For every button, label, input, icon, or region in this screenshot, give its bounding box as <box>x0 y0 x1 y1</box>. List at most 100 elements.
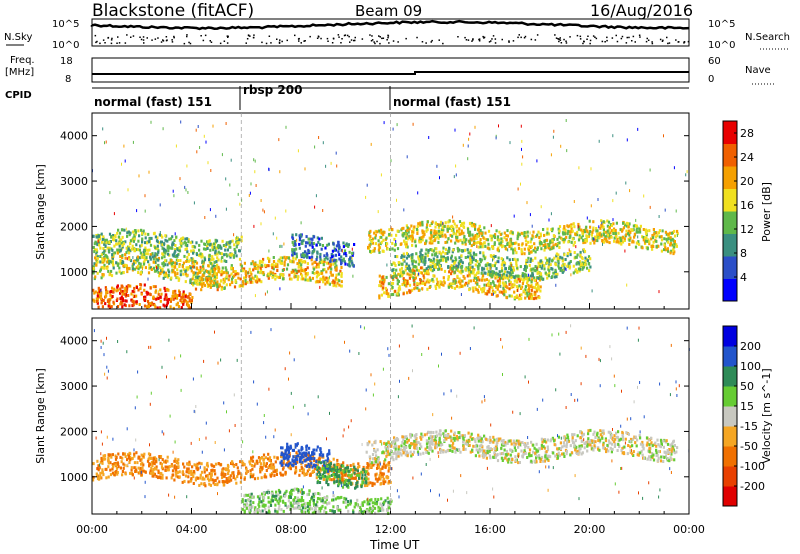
data-cell <box>566 252 569 255</box>
data-cell <box>161 252 164 256</box>
noise-cell <box>126 257 128 261</box>
nsearch-dot <box>110 39 113 41</box>
data-cell <box>220 285 224 289</box>
data-cell <box>149 243 153 247</box>
nsearch-dot <box>300 42 302 44</box>
data-cell <box>411 262 414 266</box>
data-cell <box>583 229 586 232</box>
data-cell <box>652 245 655 248</box>
data-cell <box>578 234 581 238</box>
data-cell <box>170 264 174 268</box>
data-cell <box>354 484 358 487</box>
noise-cell <box>220 257 222 261</box>
noise-cell <box>279 244 281 248</box>
data-cell <box>376 463 379 467</box>
noise-cell <box>454 128 456 132</box>
data-cell <box>127 245 130 249</box>
data-cell <box>301 460 304 464</box>
data-cell <box>224 244 227 248</box>
noise-cell <box>643 194 645 198</box>
data-cell <box>470 224 473 228</box>
noise-cell <box>215 214 217 218</box>
data-cell <box>234 477 237 481</box>
data-cell <box>317 240 320 244</box>
data-cell <box>577 261 580 265</box>
nsearch-dot <box>186 35 188 38</box>
data-cell <box>250 464 253 467</box>
noise-cell <box>492 258 493 262</box>
data-cell <box>108 241 111 245</box>
data-cell <box>434 236 437 240</box>
data-cell <box>458 232 461 236</box>
data-cell <box>174 249 177 253</box>
data-cell <box>543 233 546 237</box>
data-cell <box>228 274 231 278</box>
nsearch-dot <box>298 40 300 42</box>
data-cell <box>175 470 178 474</box>
data-cell <box>538 262 541 266</box>
noise-cell <box>560 144 562 148</box>
noise-cell <box>469 266 471 270</box>
data-cell <box>401 262 404 266</box>
data-cell <box>168 297 171 301</box>
data-cell <box>164 259 167 263</box>
data-cell <box>602 228 605 232</box>
data-cell <box>387 282 390 286</box>
nsearch-dot <box>634 41 636 43</box>
data-cell <box>129 284 132 288</box>
data-cell <box>117 228 120 232</box>
nsearch-dot <box>467 39 470 41</box>
data-cell <box>587 255 591 259</box>
nsearch-dot <box>117 36 119 38</box>
nsearch-dot <box>465 39 468 41</box>
data-cell <box>214 472 217 476</box>
data-cell <box>313 235 316 239</box>
data-cell <box>625 224 628 228</box>
data-cell <box>210 258 213 262</box>
data-cell <box>184 241 188 245</box>
data-cell <box>476 232 479 236</box>
data-cell <box>128 256 131 260</box>
data-cell <box>496 287 499 291</box>
nsearch-dot <box>162 40 165 42</box>
data-cell <box>477 245 480 249</box>
nsearch-dot <box>621 35 624 38</box>
data-cell <box>409 237 412 241</box>
data-cell <box>513 279 516 283</box>
data-cell <box>486 238 490 242</box>
data-cell <box>388 479 391 483</box>
data-cell <box>404 265 408 268</box>
data-cell <box>481 274 485 278</box>
data-cell <box>215 273 218 276</box>
data-cell <box>387 469 390 473</box>
data-cell <box>390 233 393 237</box>
data-cell <box>469 250 472 254</box>
data-cell <box>495 267 498 271</box>
data-cell <box>517 243 520 247</box>
data-cell <box>190 249 193 253</box>
data-cell <box>289 464 292 468</box>
data-cell <box>291 249 294 253</box>
data-cell <box>212 264 215 268</box>
data-cell <box>532 267 535 271</box>
data-cell <box>348 250 351 254</box>
data-cell <box>418 255 422 258</box>
data-cell <box>509 274 512 278</box>
data-cell <box>468 221 472 225</box>
data-cell <box>102 473 105 477</box>
data-cell <box>340 248 343 252</box>
nsearch-dot <box>204 34 207 37</box>
data-cell <box>426 223 429 227</box>
data-cell <box>444 251 447 255</box>
data-cell <box>464 256 467 259</box>
data-cell <box>385 288 388 292</box>
data-cell <box>539 285 542 289</box>
nsearch-dot <box>651 42 654 45</box>
data-cell <box>232 270 235 274</box>
data-cell <box>167 268 170 272</box>
data-cell <box>319 257 322 261</box>
nsearch-dot <box>569 36 571 38</box>
noise-cell <box>124 159 126 163</box>
data-cell <box>663 248 666 252</box>
data-cell <box>176 475 180 479</box>
